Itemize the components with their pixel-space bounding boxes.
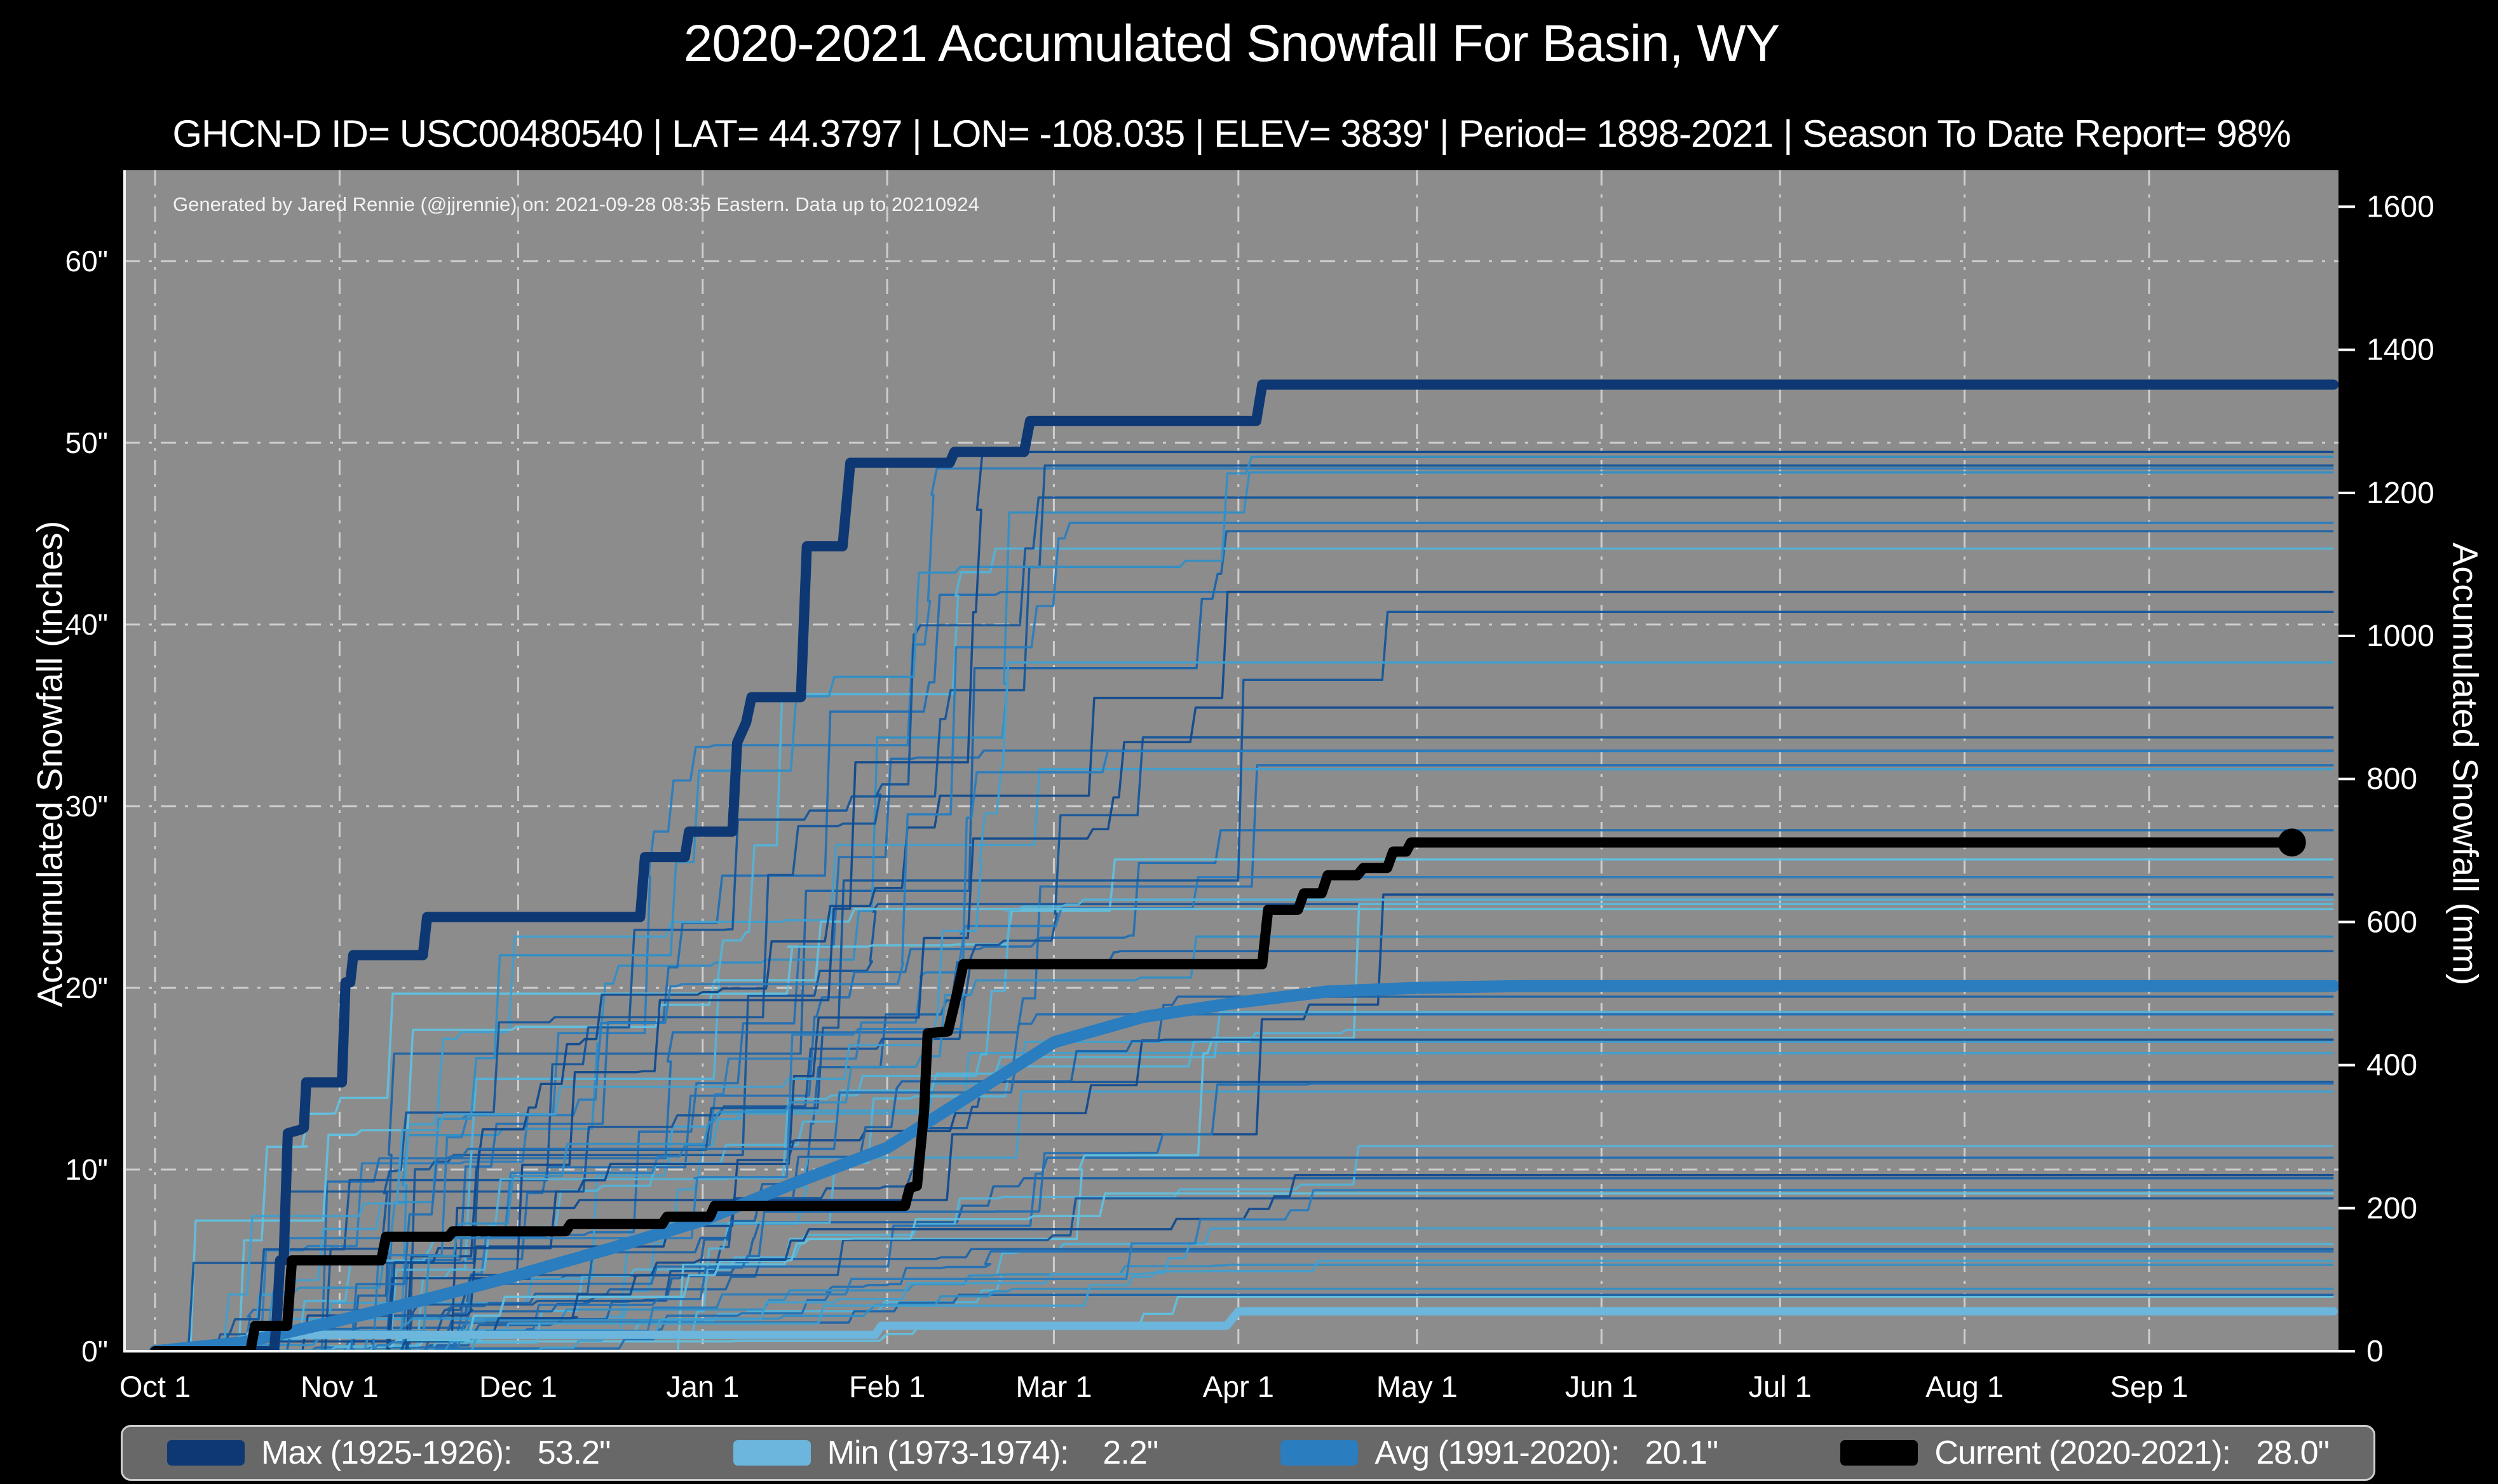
legend: Max (1925-1926): 53.2" Min (1973-1974): … [121, 1425, 2375, 1481]
x-tick-labels: Oct 1 Nov 1 Dec 1 Jan 1 Feb 1 Mar 1 Apr 1 May 1… [119, 1370, 2189, 1403]
legend-label-avg: Avg (1991-2020): 20.1" [1375, 1434, 1718, 1471]
svg-text:0": 0" [81, 1335, 108, 1368]
legend-item-max: Max (1925-1926): 53.2" [167, 1434, 611, 1472]
svg-text:1400: 1400 [2366, 334, 2434, 367]
avg-line [149, 980, 2338, 1351]
svg-text:60": 60" [65, 245, 109, 278]
legend-swatch-min [733, 1440, 811, 1466]
svg-text:30": 30" [65, 790, 109, 823]
svg-text:400: 400 [2366, 1049, 2417, 1083]
svg-text:10": 10" [65, 1153, 109, 1186]
svg-text:1200: 1200 [2366, 476, 2434, 510]
y-right-tick-labels: 0 200 400 600 800 1000 1200 1400 1600 [2338, 190, 2434, 1368]
svg-text:Jun 1: Jun 1 [1565, 1370, 1638, 1403]
svg-text:Jul 1: Jul 1 [1749, 1370, 1812, 1403]
svg-text:Dec 1: Dec 1 [479, 1370, 557, 1403]
svg-text:40": 40" [65, 608, 109, 641]
y-left-tick-labels: 0" 10" 20" 30" 40" 50" 60" [65, 245, 109, 1368]
svg-text:200: 200 [2366, 1192, 2417, 1225]
legend-item-avg: Avg (1991-2020): 20.1" [1280, 1434, 1718, 1472]
current-end-dot [2277, 828, 2306, 857]
current-line [150, 837, 2297, 1351]
page-title: 2020-2021 Accumulated Snowfall For Basin… [683, 15, 1781, 72]
svg-text:50": 50" [65, 426, 109, 459]
historical-season-lines [155, 450, 2334, 1351]
legend-swatch-current [1840, 1440, 1918, 1466]
svg-text:Feb 1: Feb 1 [849, 1370, 925, 1403]
svg-text:Oct 1: Oct 1 [119, 1370, 191, 1403]
y-axis-title-mm: Accumulated Snowfall (mm) [2445, 542, 2486, 986]
legend-swatch-avg [1280, 1440, 1359, 1466]
legend-swatch-max [167, 1440, 245, 1466]
legend-item-min: Min (1973-1974): 2.2" [733, 1434, 1158, 1472]
svg-text:Jan 1: Jan 1 [666, 1370, 739, 1403]
legend-item-current: Current (2020-2021): 28.0" [1840, 1434, 2330, 1472]
svg-text:Mar 1: Mar 1 [1015, 1370, 1092, 1403]
svg-text:Nov 1: Nov 1 [301, 1370, 379, 1403]
svg-text:May 1: May 1 [1376, 1370, 1458, 1403]
svg-text:800: 800 [2366, 762, 2417, 796]
svg-text:Sep 1: Sep 1 [2110, 1370, 2189, 1403]
legend-label-min: Min (1973-1974): 2.2" [827, 1434, 1159, 1471]
y-axis-title-inches: Accumulated Snowfall (inches) [29, 520, 70, 1008]
max-line [150, 379, 2338, 1351]
generated-by-annotation: Generated by Jared Rennie (@jjrennie) on… [173, 193, 979, 215]
svg-text:Apr 1: Apr 1 [1203, 1370, 1274, 1403]
svg-text:0: 0 [2366, 1335, 2384, 1368]
svg-text:600: 600 [2366, 905, 2417, 939]
svg-text:20": 20" [65, 971, 109, 1004]
svg-text:1000: 1000 [2366, 619, 2434, 653]
legend-label-current: Current (2020-2021): 28.0" [1934, 1434, 2330, 1471]
legend-label-max: Max (1925-1926): 53.2" [261, 1434, 611, 1471]
page-subtitle: GHCN-D ID= USC00480540 | LAT= 44.3797 | … [172, 112, 2291, 155]
svg-text:Aug 1: Aug 1 [1925, 1370, 2004, 1403]
svg-text:1600: 1600 [2366, 190, 2434, 224]
